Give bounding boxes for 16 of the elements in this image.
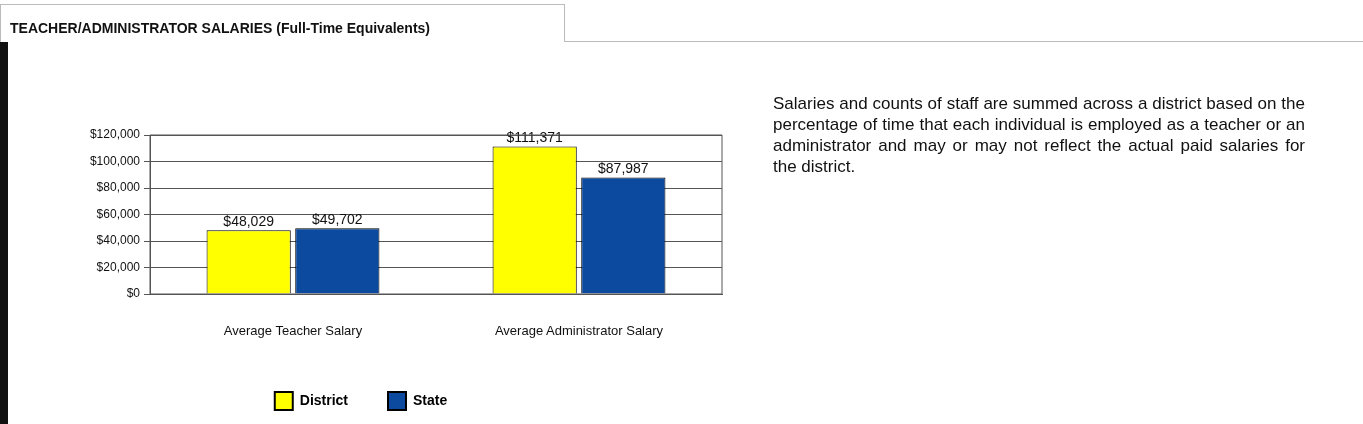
y-tick-label: $0 (126, 286, 141, 301)
data-label: $48,029 (223, 213, 275, 230)
legend-label: State (413, 391, 448, 408)
data-label: $87,987 (598, 160, 649, 177)
text: Salaries and counts of staff are summed across a district based on the percentage of time that each individual is employed as a teacher or an administrator and may or may not reflect the actual paid salaries for the district. (773, 93, 1305, 177)
chart-title: TEACHER/ADMINISTRATOR SALARIES (Full-Time Equivalents) (10, 20, 431, 36)
y-tick-label: $20,000 (96, 259, 141, 274)
y-tick-label: $40,000 (96, 233, 141, 248)
y-tick-label: $80,000 (96, 180, 141, 195)
y-tick-label: $120,000 (89, 127, 141, 142)
data-label: $49,702 (312, 211, 363, 227)
legend-label: District (299, 391, 349, 408)
y-tick-label: $100,000 (89, 153, 141, 168)
y-tick-label: $60,000 (96, 206, 141, 221)
x-tick-label: Average Teacher Salary (223, 323, 363, 339)
x-tick-label: Average Administrator Salary (494, 323, 664, 339)
